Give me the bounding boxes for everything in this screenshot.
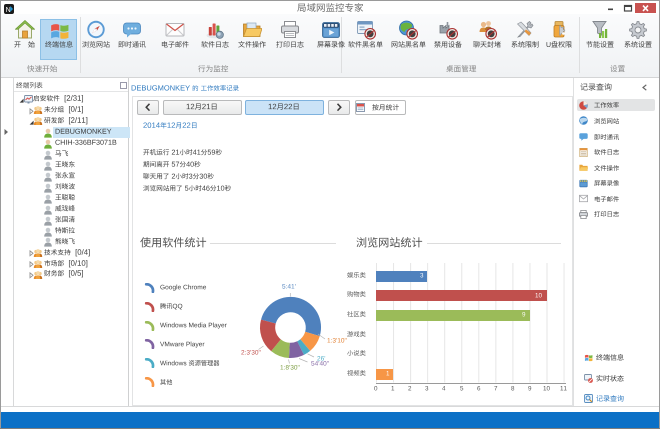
svg-text:N: N: [6, 7, 11, 14]
